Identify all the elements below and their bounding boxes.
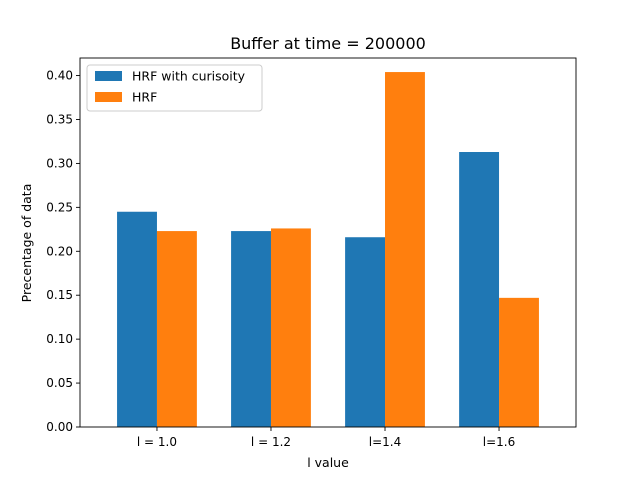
legend-label-2: HRF [132,90,157,105]
y-axis-label: Precentage of data [19,184,34,303]
y-tick-label: 0.30 [46,156,73,170]
bar-s1-c3 [345,237,386,427]
x-tick-label: l = 1.2 [251,435,291,449]
x-tick-label: l=1.4 [369,435,401,449]
legend: HRF with curisoity HRF [86,64,263,112]
bar-s2-c3 [385,72,425,428]
y-tick-label: 0.00 [46,420,73,434]
legend-label-1: HRF with curisoity [132,69,246,84]
x-tick-label: l = 1.0 [137,435,177,449]
y-tick-label: 0.20 [46,244,73,258]
plot-frame [79,57,577,428]
y-tick-label: 0.05 [46,376,73,390]
axes-layer: 0.00 0.05 0.10 0.15 0.20 0.25 0.30 0.35 0.40 l = … [46,57,577,449]
y-tick-label: 0.40 [46,69,73,83]
bar-s1-c4 [459,152,500,427]
legend-box [86,64,263,112]
x-axis-label: l value [307,455,349,470]
bar-s2-c2 [270,228,311,427]
y-tick-label: 0.15 [46,288,73,302]
y-tick-label: 0.10 [46,332,73,346]
bar-s1-c1 [117,211,157,427]
legend-swatch-1 [95,71,122,81]
y-tick-label: 0.25 [46,200,73,214]
bars-layer [117,72,539,428]
bar-s2-c4 [499,297,539,427]
bar-s1-c2 [231,231,271,427]
bar-s2-c1 [156,231,197,427]
chart-title: Buffer at time = 200000 [230,34,426,53]
x-tick-label: l=1.6 [483,435,515,449]
y-tick-label: 0.35 [46,113,73,127]
legend-swatch-2 [95,92,122,102]
